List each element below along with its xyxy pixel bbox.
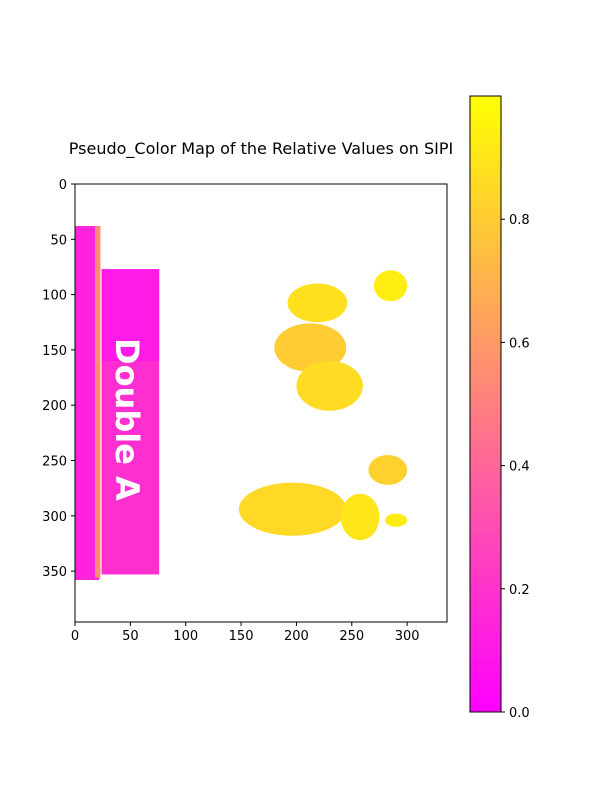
x-tick-label: 0 — [71, 629, 79, 644]
chart-title: Pseudo_Color Map of the Relative Values … — [69, 139, 453, 159]
region-double-a-strip-upper — [101, 269, 160, 361]
x-tick-label: 300 — [395, 629, 420, 644]
x-tick-label: 200 — [284, 629, 309, 644]
region-top-leaf-cluster — [287, 283, 348, 323]
colorbar-tick-label: 0.2 — [509, 583, 530, 598]
colorbar-tick-label: 0.4 — [509, 460, 530, 475]
y-tick-label: 350 — [42, 565, 67, 580]
image-layer — [75, 226, 408, 580]
x-axis: 0 50 100 150 200 250 300 — [71, 622, 420, 644]
region-bottom-right-sprig — [385, 513, 408, 527]
region-bottom-left-branch — [238, 482, 347, 536]
colorbar-tick-label: 0.8 — [509, 213, 530, 228]
y-tick-label: 100 — [42, 289, 67, 304]
colorbar-tick-label: 0.6 — [509, 336, 530, 351]
y-tick-label: 50 — [50, 233, 67, 248]
region-bottom-center-leaf — [340, 493, 380, 541]
x-tick-label: 100 — [173, 629, 198, 644]
x-tick-label: 50 — [122, 629, 139, 644]
colorbar-tick-label: 0.0 — [509, 706, 530, 721]
y-axis: 0 50 100 150 200 250 300 350 — [42, 178, 75, 580]
region-bottom-right-leaf — [368, 454, 408, 485]
y-tick-label: 200 — [42, 399, 67, 414]
image-text-double-a: Double A — [108, 338, 146, 501]
y-tick-label: 300 — [42, 510, 67, 525]
y-tick-label: 250 — [42, 455, 67, 470]
colorbar-axis: 0.0 0.2 0.4 0.6 0.8 — [501, 213, 530, 721]
colorbar — [469, 95, 502, 713]
region-lower-center-leaf — [296, 360, 363, 411]
x-tick-label: 250 — [339, 629, 364, 644]
region-left-strip-edge — [94, 226, 101, 578]
x-tick-label: 150 — [229, 629, 254, 644]
plot-frame — [74, 183, 448, 623]
region-center-leaf — [274, 323, 347, 373]
y-tick-label: 0 — [59, 178, 67, 193]
region-top-right-sprig — [373, 270, 408, 302]
y-tick-label: 150 — [42, 344, 67, 359]
